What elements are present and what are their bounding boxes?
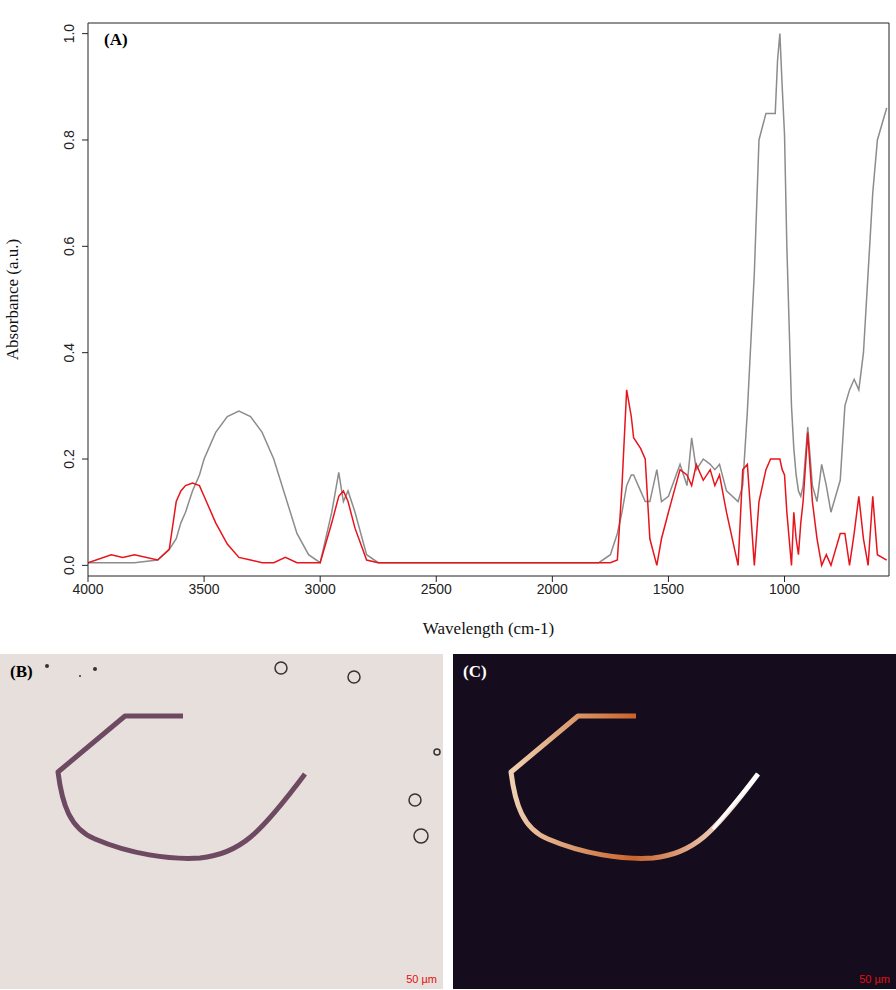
- svg-text:0.4: 0.4: [61, 343, 77, 363]
- svg-text:0.6: 0.6: [61, 236, 77, 256]
- html-text:(C): (C): [463, 662, 487, 681]
- svg-text:Wavelength (cm-1): Wavelength (cm-1): [423, 619, 554, 638]
- svg-text:1.0: 1.0: [61, 24, 77, 44]
- svg-text:4000: 4000: [72, 581, 103, 597]
- svg-text:0.8: 0.8: [61, 130, 77, 150]
- html-text:(B): (B): [10, 662, 33, 681]
- svg-text:Absorbance (a.u.): Absorbance (a.u.): [3, 239, 22, 360]
- html-text:50 µm: 50 µm: [406, 973, 437, 985]
- html-text:50 µm: 50 µm: [859, 973, 890, 985]
- svg-text:3000: 3000: [305, 581, 336, 597]
- html-text:(A): (A): [104, 30, 128, 49]
- svg-text:0.2: 0.2: [61, 449, 77, 469]
- svg-text:3500: 3500: [189, 581, 220, 597]
- svg-text:1500: 1500: [653, 581, 684, 597]
- svg-text:2000: 2000: [537, 581, 568, 597]
- svg-text:1000: 1000: [769, 581, 800, 597]
- svg-text:2500: 2500: [421, 581, 452, 597]
- svg-text:0.0: 0.0: [61, 555, 77, 575]
